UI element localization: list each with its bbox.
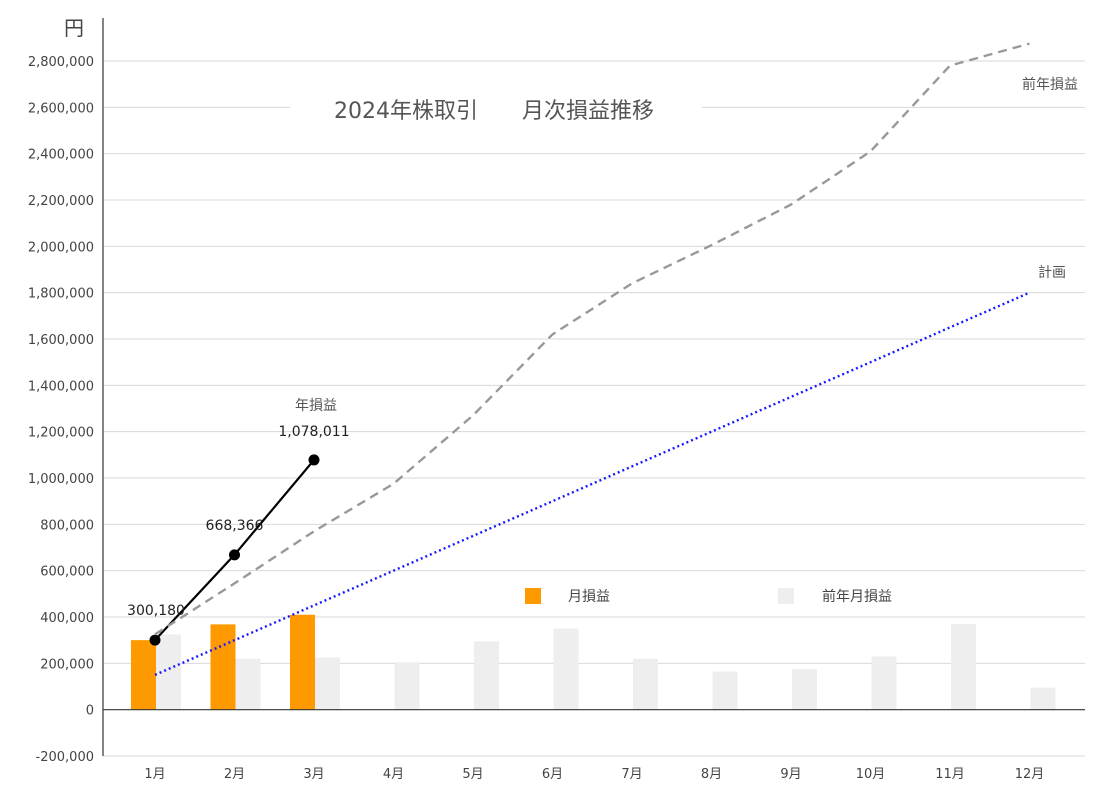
y-tick-label: 1,600,000 [28,333,94,348]
legend-label-monthly: 月損益 [568,589,610,605]
grid-lines [103,60,1085,757]
bar-prev-monthly [712,671,738,710]
annotation-year-total: 年損益 [295,398,337,414]
legend-swatch-monthly [525,588,541,604]
bar-prev-monthly [394,662,420,710]
annotation-prev-year-total: 前年損益 [1022,76,1078,93]
y-tick-label: 400,000 [40,611,94,626]
x-tick-labels: 1月 2月 3月 4月 5月 6月 7月 8月 9月 10月 11月 12月 [144,767,1044,782]
line-point [229,549,240,561]
x-tick-label: 9月 [780,767,801,782]
x-tick-label: 2月 [224,767,245,782]
y-tick-label: 1,000,000 [28,472,94,487]
bar-prev-monthly [633,658,658,710]
bar-monthly [131,640,156,710]
y-tick-label: 1,200,000 [28,426,94,441]
x-tick-label: 11月 [935,767,965,782]
x-tick-label: 12月 [1015,767,1045,782]
x-tick-label: 8月 [701,767,722,782]
legend: 月損益 前年月損益 [525,588,892,605]
chart-title: 2024年株取引 月次損益推移 [334,99,654,124]
x-tick-label: 4月 [383,767,404,782]
bar-prev-monthly [792,669,817,710]
line-point [149,634,161,646]
bar-monthly [210,624,236,710]
point-labels: 300,180 668,366 1,078,011 [127,424,350,619]
bar-prev-monthly [315,657,340,710]
data-label: 668,366 [206,518,264,534]
line-point [308,454,320,466]
bars [131,614,1056,710]
annotation-plan: 計画 [1038,265,1066,281]
x-tick-label: 3月 [303,767,324,782]
bar-prev-monthly [235,658,261,710]
bar-prev-monthly [871,656,897,710]
y-tick-label: 2,200,000 [28,194,94,209]
y-tick-label: 2,400,000 [28,148,94,163]
x-tick-label: 7月 [621,767,642,782]
y-tick-label: 1,800,000 [28,287,94,302]
y-axis-unit: 円 [64,16,84,40]
y-tick-label: 600,000 [40,565,94,580]
legend-swatch-prev-monthly [778,588,794,604]
y-tick-label: 2,600,000 [28,101,94,116]
data-label: 1,078,011 [278,424,349,440]
x-tick-label: 10月 [856,767,886,782]
line-prev-year-total [154,42,1030,636]
x-tick-label: 6月 [542,767,563,782]
bar-prev-monthly [553,628,579,710]
title-background [290,90,702,130]
y-tick-label: 0 [86,704,94,719]
y-tick-label: 2,000,000 [28,240,94,255]
bar-prev-monthly [951,623,976,710]
y-tick-labels: -200,000 0 200,000 400,000 600,000 800,000 1,0… [28,55,94,765]
series-lines [149,42,1030,676]
y-tick-label: -200,000 [36,750,94,765]
line-plan [154,291,1030,676]
x-tick-label: 1月 [144,767,165,782]
y-tick-label: 2,800,000 [28,55,94,70]
y-tick-label: 800,000 [40,518,94,533]
data-label: 300,180 [127,603,185,619]
legend-label-prev-monthly: 前年月損益 [822,588,892,605]
bar-prev-monthly [1030,687,1056,710]
y-tick-label: 200,000 [40,657,94,672]
bar-monthly [290,614,315,710]
y-tick-label: 1,400,000 [28,379,94,394]
x-tick-label: 5月 [462,767,483,782]
bar-prev-monthly [474,641,499,710]
